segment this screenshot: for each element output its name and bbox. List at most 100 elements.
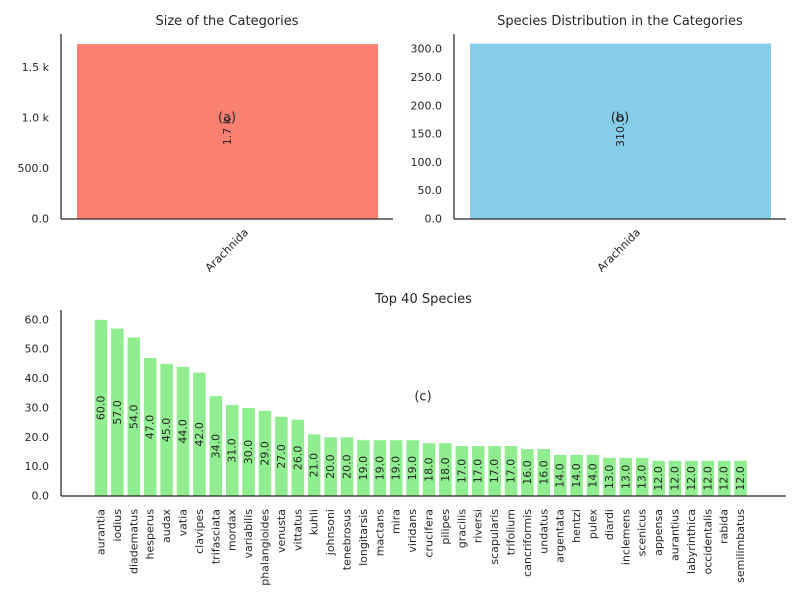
chart3-xtick-label-appensa: appensa (652, 509, 665, 556)
chart3-bar-mordax (225, 404, 239, 496)
chart3-bar-appensa (652, 460, 665, 496)
chart3-value-label-mordax: 31.0 (226, 438, 239, 463)
chart3-xtick-label-johnsoni: johnsoni (324, 509, 337, 556)
chart3-value-label-semilimbatus: 12.0 (734, 466, 747, 491)
chart3-value-label-pilipes: 18.0 (439, 457, 452, 482)
chart3-value-label-cancriformis: 16.0 (521, 460, 534, 485)
chart3-bar-aurantia (94, 319, 108, 496)
chart3-value-label-pulex: 14.0 (587, 463, 600, 488)
chart2-panel-label: (b) (611, 111, 629, 126)
chart3-bar-tenebrosus (340, 437, 354, 496)
chart3-value-label-scapularis: 17.0 (488, 459, 501, 484)
chart3-xtick-label-vatia: vatia (177, 509, 190, 536)
chart3-value-label-argentata: 14.0 (554, 463, 567, 488)
chart3-bar-audax (160, 363, 173, 496)
chart3-value-label-audax: 45.0 (160, 418, 173, 443)
chart3-bar-trifasciata (209, 396, 223, 496)
chart3-bar-viridans (406, 440, 419, 496)
chart3-bar-longitarsis (357, 440, 370, 496)
chart3-bar-mactans (373, 440, 387, 496)
chart3-value-label-johnsoni: 20.0 (324, 454, 337, 479)
chart3-xtick-label-undatus: undatus (537, 509, 550, 554)
chart2-value-label-Arachnida: 310.0 (614, 115, 627, 147)
chart2-xtick-label: Arachnida (595, 226, 643, 274)
chart3-bar-kuhli (307, 434, 321, 496)
chart3-value-label-aurantia: 60.0 (95, 396, 108, 421)
chart1-ytick-label: 0.0 (32, 213, 50, 226)
chart3-bar-iodius (111, 328, 124, 496)
chart3-xtick-label-tenebrosus: tenebrosus (341, 509, 354, 571)
chart3-value-label-riversi: 17.0 (472, 459, 485, 484)
chart3-xtick-label-inclemens: inclemens (619, 509, 632, 565)
chart3-ytick-label: 20.0 (25, 431, 50, 444)
chart3-xtick-label-longitarsis: longitarsis (357, 509, 370, 566)
chart3-xtick-label-trifolium: trifolium (505, 509, 518, 555)
chart3-ytick-label: 60.0 (25, 313, 50, 326)
chart3-xtick-label-vittatus: vittatus (291, 509, 304, 551)
chart3-bar-phalangioides (258, 410, 272, 496)
chart3-value-label-mactans: 19.0 (373, 456, 386, 481)
chart1-title: Size of the Categories (155, 14, 298, 29)
chart1-panel-label: (a) (218, 111, 236, 126)
chart3-xtick-label-riversi: riversi (472, 509, 485, 543)
chart3-value-label-variabilis: 30.0 (242, 440, 255, 465)
chart3-xtick-label-mactans: mactans (373, 509, 386, 557)
chart3-value-label-trifolium: 17.0 (505, 459, 518, 484)
chart3-xtick-label-diardi: diardi (603, 509, 616, 540)
chart1-bar-Arachnida (77, 44, 378, 219)
chart3-bar-trifolium (504, 446, 518, 496)
chart3-bar-venusta (275, 416, 288, 496)
chart3-xtick-label-aurantia: aurantia (95, 509, 108, 555)
chart3-xtick-label-trifasciata: trifasciata (209, 509, 222, 564)
chart3-xtick-label-variabilis: variabilis (242, 509, 255, 559)
chart3-ytick-label: 30.0 (25, 401, 50, 414)
chart3-bar-riversi (471, 446, 485, 496)
chart3-panel-label: (c) (414, 390, 431, 405)
chart3-value-label-rabida: 12.0 (718, 466, 731, 491)
chart3-bar-pulex (586, 454, 600, 496)
chart3-value-label-occidentalis: 12.0 (701, 466, 714, 491)
chart3-xtick-label-audax: audax (160, 509, 173, 543)
chart3-value-label-hesperus: 47.0 (144, 415, 157, 440)
chart2-ytick-label: 150.0 (411, 128, 443, 141)
chart3-value-label-trifasciata: 34.0 (209, 434, 222, 459)
chart1-value-label-Arachnida: 1.7 k (221, 117, 234, 145)
chart3-xtick-label-rabida: rabida (718, 509, 731, 544)
chart3-bar-argentata (553, 454, 567, 496)
chart1-xtick-label: Arachnida (203, 226, 251, 274)
chart3-xtick-label-pulex: pulex (587, 509, 600, 540)
chart3-xtick-label-diadematus: diadematus (127, 509, 140, 574)
chart3-bar-vittatus (291, 419, 305, 496)
chart3-value-label-appensa: 12.0 (652, 466, 665, 491)
chart3-bar-labyrinthica (685, 460, 698, 496)
chart3-xtick-label-viridans: viridans (406, 509, 419, 553)
chart3-bar-hesperus (143, 357, 157, 496)
chart3-value-label-gracilis: 17.0 (455, 459, 468, 484)
chart3-bar-diadematus (127, 337, 141, 496)
chart3-xtick-label-argentata: argentata (554, 509, 567, 563)
chart3-xtick-label-hentzi: hentzi (570, 509, 583, 543)
chart3-bar-scapularis (488, 446, 501, 496)
chart3-bar-scenicus (635, 457, 649, 496)
chart1-ytick-label: 500.0 (18, 162, 50, 175)
chart3-value-label-vatia: 44.0 (177, 419, 190, 444)
chart3-bar-semilimbatus (734, 460, 747, 496)
chart3-xtick-label-clavipes: clavipes (193, 509, 206, 554)
chart3-value-label-inclemens: 13.0 (619, 465, 632, 490)
chart3-bar-cancriformis (521, 449, 534, 496)
chart2-ytick-label: 100.0 (411, 156, 443, 169)
chart3-bar-johnsoni (324, 437, 337, 496)
chart3-ytick-label: 50.0 (25, 343, 50, 356)
chart2-ytick-label: 0.0 (425, 213, 443, 226)
chart3-value-label-venusta: 27.0 (275, 444, 288, 469)
chart3-value-label-labyrinthica: 12.0 (685, 466, 698, 491)
chart3-xtick-label-cancriformis: cancriformis (521, 509, 534, 577)
chart3-value-label-kuhli: 21.0 (308, 453, 321, 478)
chart3-value-label-longitarsis: 19.0 (357, 456, 370, 481)
chart3-xtick-label-mira: mira (390, 509, 403, 534)
chart3-xtick-label-scapularis: scapularis (488, 509, 501, 565)
chart3-bar-clavipes (193, 372, 206, 496)
chart3-xtick-label-hesperus: hesperus (144, 509, 157, 560)
chart3-value-label-undatus: 16.0 (537, 460, 550, 485)
